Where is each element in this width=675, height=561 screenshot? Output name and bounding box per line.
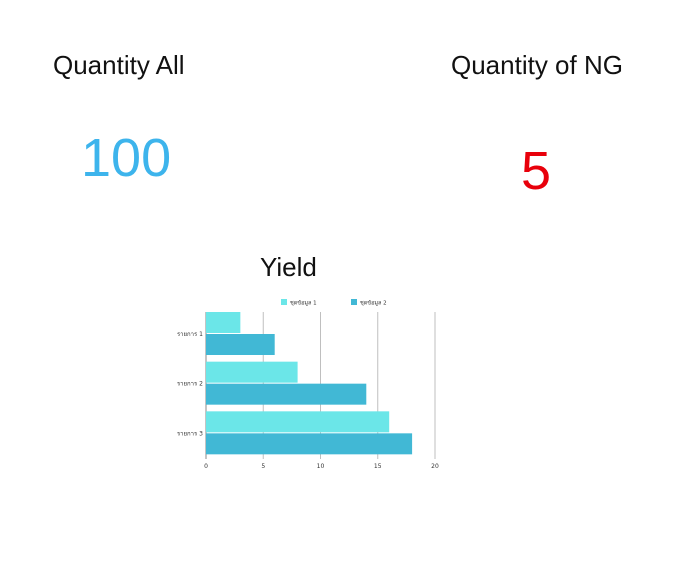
x-tick-label: 5 bbox=[261, 463, 265, 470]
legend-swatch bbox=[281, 299, 287, 305]
bar bbox=[206, 411, 390, 433]
x-tick-label: 0 bbox=[204, 463, 208, 470]
category-label: รายการ 3 bbox=[177, 430, 203, 437]
legend-swatch bbox=[351, 299, 357, 305]
chart-title: Yield bbox=[260, 252, 317, 282]
category-label: รายการ 1 bbox=[177, 331, 203, 338]
quantity-all-label: Quantity All bbox=[53, 50, 185, 80]
bar bbox=[206, 383, 367, 405]
x-tick-label: 10 bbox=[317, 463, 325, 470]
quantity-ng-label: Quantity of NG bbox=[451, 50, 623, 80]
bar bbox=[206, 312, 241, 333]
x-tick-label: 15 bbox=[374, 463, 382, 470]
x-tick-label: 20 bbox=[431, 463, 439, 470]
legend-label: ชุดข้อมูล 1 bbox=[290, 300, 317, 307]
bar bbox=[206, 361, 298, 383]
quantity-all-value: 100 bbox=[81, 128, 172, 188]
yield-bar-chart: 0 5 10 15 20 รายการ 1 รายการ 2 รายการ 3 ชุดข้อมู… bbox=[177, 299, 439, 470]
category-label: รายการ 2 bbox=[177, 381, 203, 388]
bar bbox=[206, 334, 275, 355]
legend-label: ชุดข้อมูล 2 bbox=[360, 300, 387, 307]
bar bbox=[206, 433, 413, 455]
quantity-ng-value: 5 bbox=[521, 141, 552, 201]
